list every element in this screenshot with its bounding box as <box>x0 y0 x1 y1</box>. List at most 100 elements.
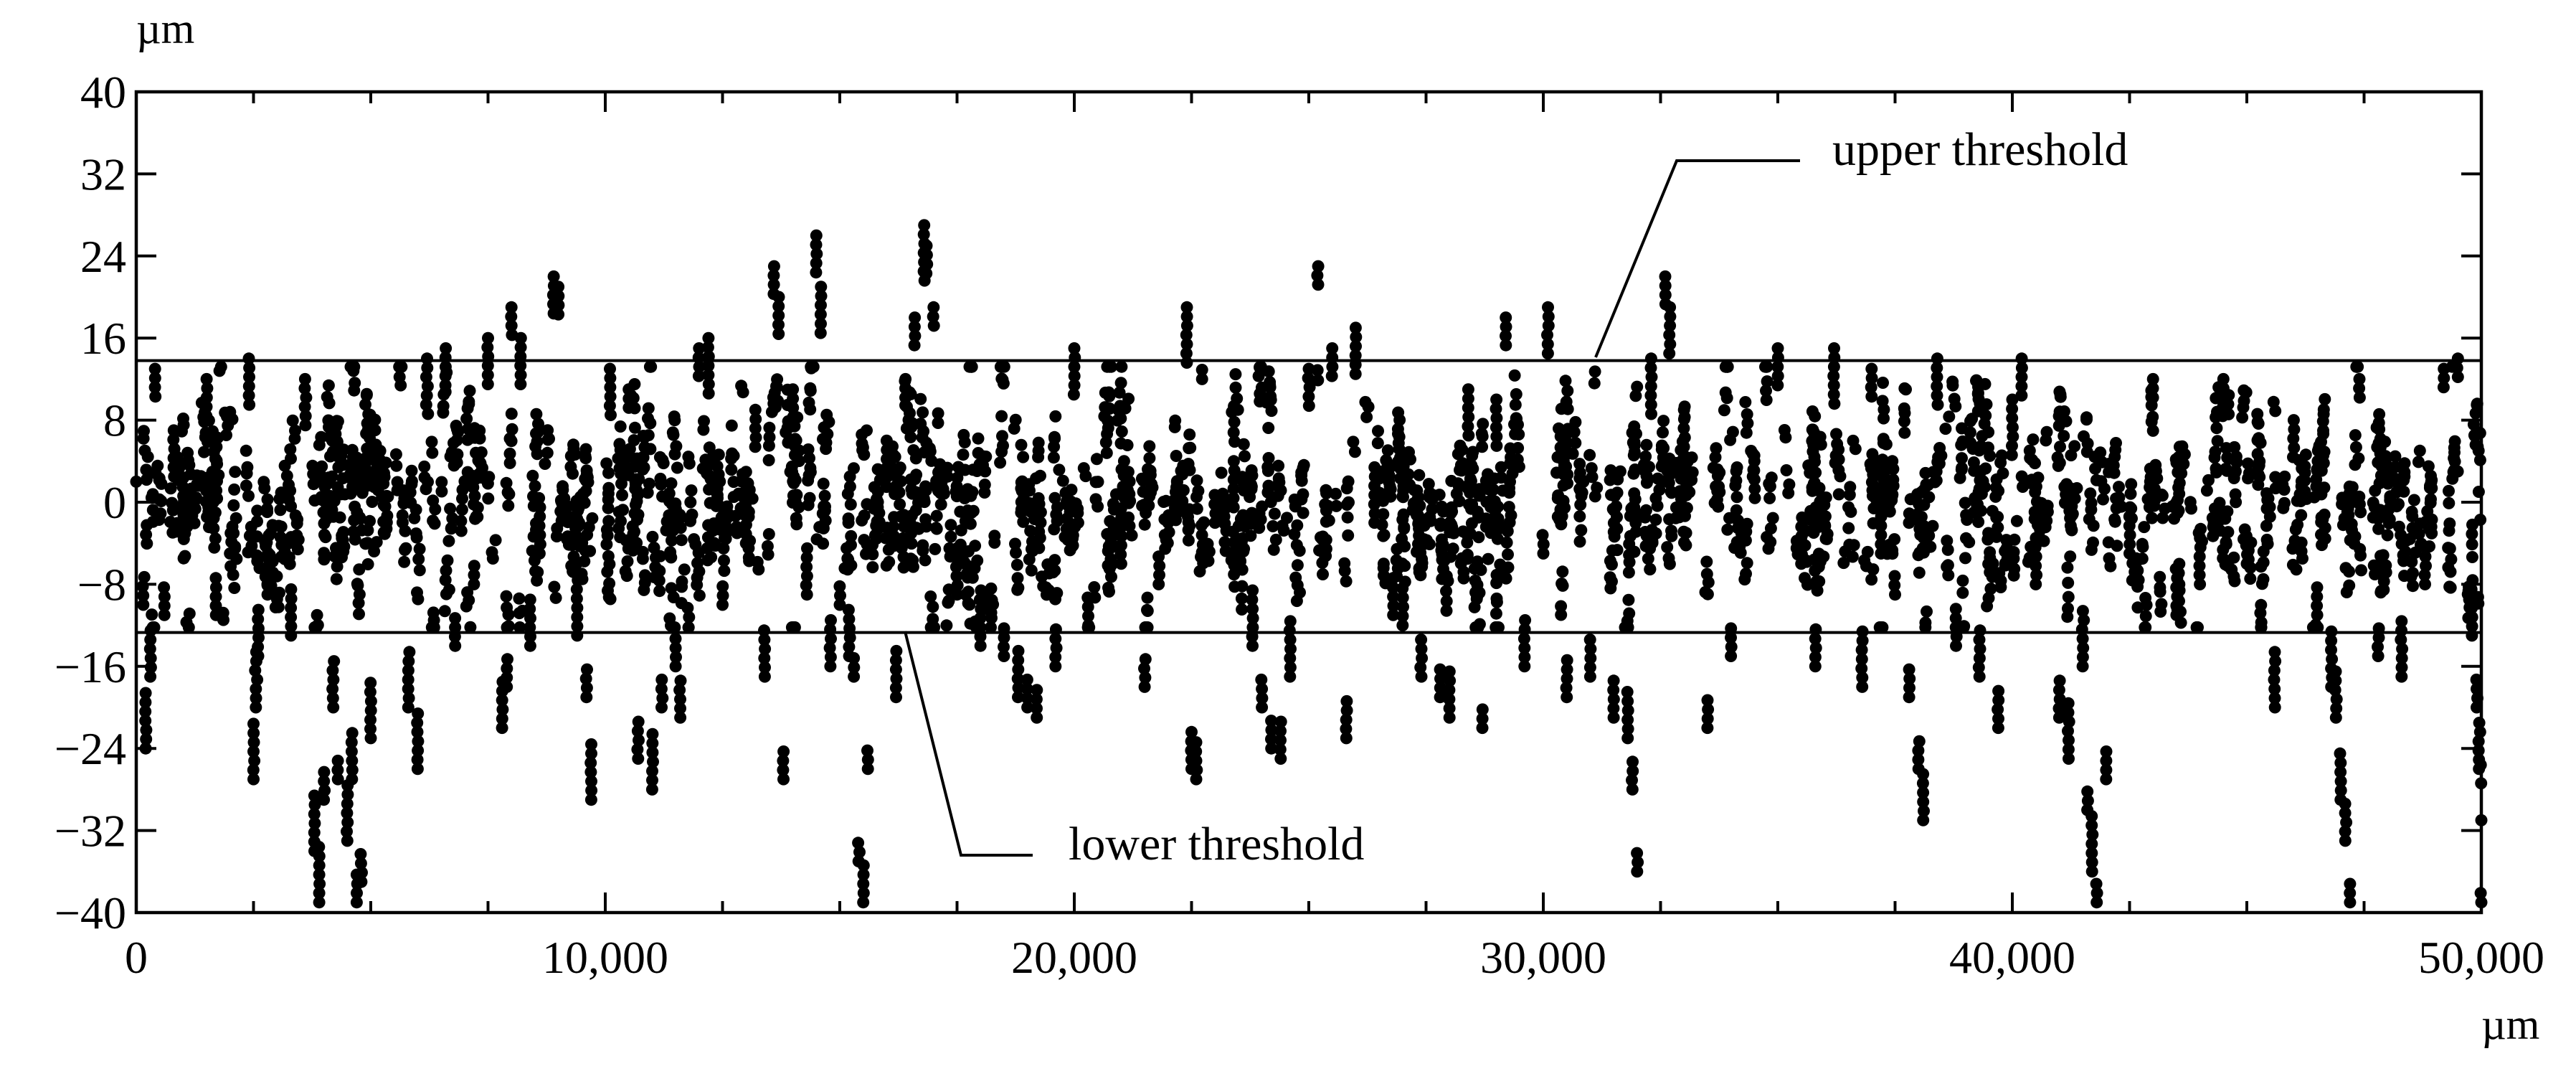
data-point <box>1622 593 1635 606</box>
data-point <box>2228 441 2241 453</box>
data-point <box>2398 457 2411 470</box>
data-point <box>1262 365 1275 378</box>
data-point <box>974 639 987 652</box>
data-point <box>1605 489 1617 501</box>
data-point <box>906 554 919 567</box>
data-point <box>1228 580 1241 593</box>
data-point <box>1917 768 1930 781</box>
data-point <box>1795 520 1808 533</box>
data-point <box>1381 444 1394 457</box>
data-point <box>1855 662 1868 675</box>
data-point <box>638 583 650 596</box>
data-point <box>1606 558 1618 571</box>
data-point <box>1500 339 1512 352</box>
data-point <box>155 477 168 490</box>
data-point <box>1555 402 1568 415</box>
data-point <box>2354 549 2367 562</box>
data-point <box>2406 522 2419 534</box>
data-point <box>1349 321 1362 334</box>
data-point <box>2008 562 2021 575</box>
data-point <box>1623 607 1636 620</box>
data-point <box>285 592 298 605</box>
data-point <box>1170 450 1183 462</box>
data-point <box>299 410 312 423</box>
data-point <box>1031 711 1043 724</box>
data-point <box>167 452 180 464</box>
data-point <box>2268 646 2281 659</box>
data-point <box>1383 461 1396 474</box>
data-point <box>548 580 561 593</box>
data-point <box>349 476 362 489</box>
data-point <box>1645 408 1657 420</box>
data-point <box>566 539 578 552</box>
data-point <box>369 413 382 426</box>
data-point <box>1865 362 1878 375</box>
data-point <box>2442 542 2455 555</box>
data-point <box>341 834 354 847</box>
data-point <box>1416 651 1429 664</box>
data-point <box>2260 502 2273 515</box>
data-point <box>1644 563 1657 576</box>
data-point <box>1659 288 1672 301</box>
data-point <box>2316 539 2328 552</box>
data-point <box>229 512 242 524</box>
data-point <box>240 479 252 492</box>
data-point <box>1964 426 1976 439</box>
data-point <box>278 552 291 565</box>
data-point <box>880 471 893 484</box>
data-point <box>1865 372 1878 385</box>
data-point <box>2058 430 2070 443</box>
data-point <box>1049 660 1062 673</box>
data-point <box>2420 560 2432 573</box>
data-point <box>402 655 415 668</box>
data-point <box>2395 651 2408 664</box>
data-point <box>273 493 286 505</box>
data-point <box>1576 486 1588 499</box>
data-point <box>1931 380 1943 392</box>
data-point <box>2398 466 2411 479</box>
data-point <box>1340 575 1353 588</box>
data-point <box>168 470 181 483</box>
data-point <box>336 551 348 564</box>
data-point <box>481 369 494 382</box>
data-point <box>2212 506 2225 519</box>
data-point <box>684 496 697 509</box>
data-point <box>468 569 480 581</box>
data-point <box>920 267 933 280</box>
data-point <box>1971 387 1984 400</box>
data-point <box>1931 389 1943 402</box>
data-point <box>896 536 909 549</box>
data-point <box>502 608 515 621</box>
data-point <box>1875 519 1888 532</box>
data-point <box>1809 641 1822 654</box>
data-point <box>2290 563 2303 576</box>
data-point <box>2395 670 2408 683</box>
data-point <box>2113 491 2126 504</box>
data-point <box>318 547 331 560</box>
data-point <box>1542 301 1554 314</box>
data-point <box>1949 621 1962 633</box>
data-point <box>2325 644 2337 656</box>
data-point <box>1728 542 1741 554</box>
data-point <box>1855 644 1868 656</box>
data-point <box>2381 529 2394 542</box>
data-point <box>2210 462 2222 475</box>
data-point <box>1622 566 1635 579</box>
data-point <box>1663 513 1676 526</box>
data-point <box>739 537 752 550</box>
data-point <box>1468 562 1481 575</box>
data-point <box>825 614 837 626</box>
data-point <box>1284 651 1297 664</box>
data-point <box>621 555 634 567</box>
data-point <box>2100 763 2113 776</box>
data-point <box>1239 520 1251 533</box>
data-point <box>177 508 190 521</box>
data-point <box>449 639 462 652</box>
data-point <box>843 641 856 654</box>
data-point <box>425 435 438 448</box>
data-point <box>1012 682 1025 694</box>
data-point <box>289 424 301 437</box>
data-point <box>2085 810 2098 823</box>
data-point <box>377 515 390 528</box>
data-point <box>1941 534 1954 547</box>
